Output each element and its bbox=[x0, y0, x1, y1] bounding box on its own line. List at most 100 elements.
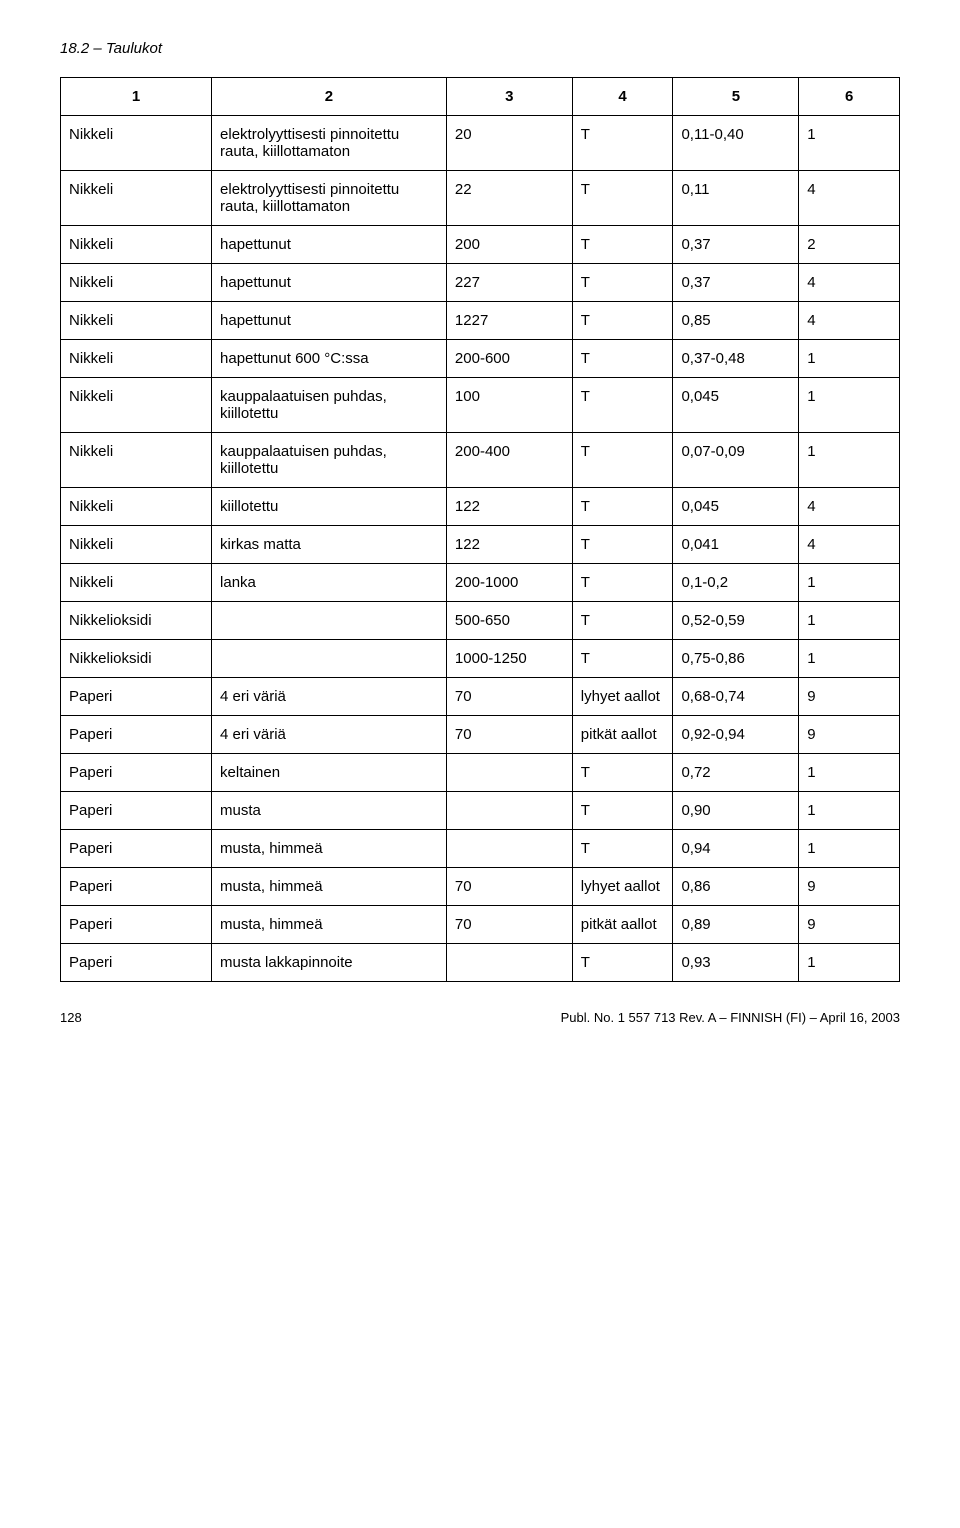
table-cell: T bbox=[572, 602, 673, 640]
table-row: PaperimustaT0,901 bbox=[61, 792, 900, 830]
table-row: Nikkelikauppalaatuisen puhdas, kiillotet… bbox=[61, 433, 900, 488]
table-cell: 100 bbox=[446, 378, 572, 433]
table-cell: 1 bbox=[799, 602, 900, 640]
table-cell: 0,11-0,40 bbox=[673, 116, 799, 171]
table-cell: 4 bbox=[799, 302, 900, 340]
table-row: Nikkelihapettunut227T0,374 bbox=[61, 264, 900, 302]
table-cell: 1 bbox=[799, 433, 900, 488]
table-cell: 0,045 bbox=[673, 488, 799, 526]
table-header-row: 1 2 3 4 5 6 bbox=[61, 78, 900, 116]
table-cell: 200 bbox=[446, 226, 572, 264]
col-header-2: 2 bbox=[212, 78, 447, 116]
table-cell: 200-400 bbox=[446, 433, 572, 488]
table-row: Nikkelikiillotettu122T0,0454 bbox=[61, 488, 900, 526]
col-header-6: 6 bbox=[799, 78, 900, 116]
col-header-3: 3 bbox=[446, 78, 572, 116]
table-cell: 0,37 bbox=[673, 264, 799, 302]
table-cell: 0,1-0,2 bbox=[673, 564, 799, 602]
table-cell: 122 bbox=[446, 526, 572, 564]
table-cell: musta bbox=[212, 792, 447, 830]
table-cell: 0,85 bbox=[673, 302, 799, 340]
table-body: Nikkelielektrolyyttisesti pinnoitettu ra… bbox=[61, 116, 900, 982]
table-cell: T bbox=[572, 116, 673, 171]
table-cell: 1 bbox=[799, 378, 900, 433]
table-cell: Nikkeli bbox=[61, 564, 212, 602]
table-cell: 4 bbox=[799, 264, 900, 302]
table-cell: T bbox=[572, 830, 673, 868]
table-cell: T bbox=[572, 226, 673, 264]
table-cell: musta, himmeä bbox=[212, 830, 447, 868]
table-cell: 9 bbox=[799, 868, 900, 906]
table-cell: 70 bbox=[446, 678, 572, 716]
table-cell: 0,93 bbox=[673, 944, 799, 982]
table-cell: 1 bbox=[799, 116, 900, 171]
table-cell: Paperi bbox=[61, 754, 212, 792]
table-row: Paperimusta lakkapinnoiteT0,931 bbox=[61, 944, 900, 982]
table-cell: 1 bbox=[799, 944, 900, 982]
table-row: Paperi4 eri väriä70lyhyet aallot0,68-0,7… bbox=[61, 678, 900, 716]
table-cell bbox=[212, 640, 447, 678]
table-cell: T bbox=[572, 433, 673, 488]
table-row: Paperimusta, himmeä T0,941 bbox=[61, 830, 900, 868]
table-cell: pitkät aallot bbox=[572, 716, 673, 754]
table-cell: 4 bbox=[799, 488, 900, 526]
table-cell: 1 bbox=[799, 340, 900, 378]
table-cell: 0,07-0,09 bbox=[673, 433, 799, 488]
table-cell: 500-650 bbox=[446, 602, 572, 640]
table-row: Nikkelioksidi500-650T0,52-0,591 bbox=[61, 602, 900, 640]
table-cell: lyhyet aallot bbox=[572, 678, 673, 716]
table-cell: 70 bbox=[446, 868, 572, 906]
table-cell bbox=[446, 944, 572, 982]
table-cell bbox=[446, 792, 572, 830]
table-cell: T bbox=[572, 340, 673, 378]
table-cell: 0,68-0,74 bbox=[673, 678, 799, 716]
table-cell: 9 bbox=[799, 716, 900, 754]
table-cell: 4 eri väriä bbox=[212, 678, 447, 716]
table-cell: kauppalaatuisen puhdas, kiillotettu bbox=[212, 378, 447, 433]
table-cell: kiillotettu bbox=[212, 488, 447, 526]
table-cell: Paperi bbox=[61, 830, 212, 868]
table-cell: Nikkeli bbox=[61, 340, 212, 378]
table-row: Paperi4 eri väriä70pitkät aallot0,92-0,9… bbox=[61, 716, 900, 754]
table-cell: 200-600 bbox=[446, 340, 572, 378]
table-row: Nikkelihapettunut 600 °C:ssa200-600T0,37… bbox=[61, 340, 900, 378]
table-cell: Nikkeli bbox=[61, 116, 212, 171]
table-cell: 1227 bbox=[446, 302, 572, 340]
table-cell: 1 bbox=[799, 564, 900, 602]
table-cell: musta, himmeä bbox=[212, 868, 447, 906]
table-cell: elektrolyyttisesti pinnoitettu rauta, ki… bbox=[212, 116, 447, 171]
table-cell: 4 bbox=[799, 526, 900, 564]
table-cell: Nikkelioksidi bbox=[61, 602, 212, 640]
table-cell: 0,92-0,94 bbox=[673, 716, 799, 754]
table-cell: 0,94 bbox=[673, 830, 799, 868]
table-cell: 0,86 bbox=[673, 868, 799, 906]
table-cell: 0,89 bbox=[673, 906, 799, 944]
table-cell: T bbox=[572, 171, 673, 226]
page-footer: 128 Publ. No. 1 557 713 Rev. A – FINNISH… bbox=[60, 1010, 900, 1025]
table-cell: 1 bbox=[799, 754, 900, 792]
table-cell: T bbox=[572, 640, 673, 678]
table-cell: 200-1000 bbox=[446, 564, 572, 602]
table-cell: 4 bbox=[799, 171, 900, 226]
table-row: Nikkelikirkas matta122T0,0414 bbox=[61, 526, 900, 564]
table-cell: Nikkelioksidi bbox=[61, 640, 212, 678]
table-row: Nikkelielektrolyyttisesti pinnoitettu ra… bbox=[61, 171, 900, 226]
table-cell: 1 bbox=[799, 640, 900, 678]
table-row: Nikkelielektrolyyttisesti pinnoitettu ra… bbox=[61, 116, 900, 171]
table-cell: T bbox=[572, 488, 673, 526]
table-cell: kauppalaatuisen puhdas, kiillotettu bbox=[212, 433, 447, 488]
table-cell: hapettunut bbox=[212, 302, 447, 340]
table-cell: 0,11 bbox=[673, 171, 799, 226]
table-cell: T bbox=[572, 264, 673, 302]
table-cell: 0,041 bbox=[673, 526, 799, 564]
table-cell: T bbox=[572, 944, 673, 982]
table-cell: musta, himmeä bbox=[212, 906, 447, 944]
table-cell: 1 bbox=[799, 830, 900, 868]
table-cell: Paperi bbox=[61, 678, 212, 716]
publication-info: Publ. No. 1 557 713 Rev. A – FINNISH (FI… bbox=[561, 1010, 900, 1025]
table-cell: 1 bbox=[799, 792, 900, 830]
table-cell: 0,75-0,86 bbox=[673, 640, 799, 678]
table-cell: 122 bbox=[446, 488, 572, 526]
table-cell: Paperi bbox=[61, 906, 212, 944]
table-cell: Nikkeli bbox=[61, 488, 212, 526]
